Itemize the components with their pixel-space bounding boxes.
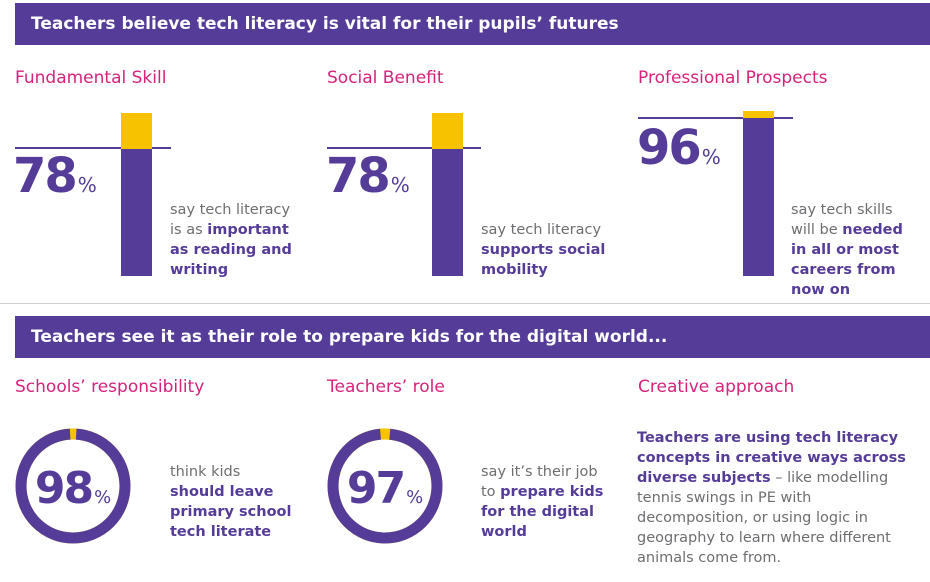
professional-prospects-caption-plain: say tech skills will be: [791, 202, 893, 238]
social-benefit-bar-remainder: [432, 113, 463, 149]
teachers-role-caption-bold: prepare kids for the digital world: [481, 484, 604, 540]
schools-responsibility-title: Schools’ responsibility: [15, 377, 205, 397]
social-benefit-caption-plain: say tech literacy: [481, 222, 602, 238]
schools-responsibility-ring: [15, 428, 131, 544]
professional-prospects-bar-fill: [743, 118, 774, 276]
teachers-role-title: Teachers’ role: [327, 377, 445, 397]
fundamental-skill-bar-fill: [121, 149, 152, 276]
teachers-role-number: 97: [346, 463, 406, 514]
fundamental-skill-title: Fundamental Skill: [15, 68, 167, 88]
professional-prospects-title: Professional Prospects: [638, 68, 828, 88]
teachers-role-ring: [327, 428, 443, 544]
professional-prospects-caption: say tech skills will be needed in all or…: [791, 200, 921, 300]
fundamental-skill-baseline: [15, 147, 171, 149]
bottom-banner: Teachers see it as their role to prepare…: [15, 316, 930, 358]
top-banner: Teachers believe tech literacy is vital …: [15, 3, 930, 45]
schools-responsibility-caption-plain: think kids: [170, 464, 241, 480]
professional-prospects-bar: [743, 111, 774, 276]
professional-prospects-bar-remainder: [743, 111, 774, 118]
fundamental-skill-caption: say tech literacy is as important as rea…: [170, 200, 295, 280]
schools-responsibility-caption-bold: should leave primary school tech literat…: [170, 484, 292, 540]
schools-responsibility-value: 98%: [14, 467, 132, 511]
professional-prospects-unit: %: [701, 145, 721, 169]
fundamental-skill-bar-remainder: [121, 113, 152, 149]
teachers-role-value: 97%: [326, 467, 444, 511]
teachers-role-unit: %: [406, 487, 424, 508]
social-benefit-caption-bold: supports social mobility: [481, 242, 606, 278]
professional-prospects-number: 96: [637, 120, 702, 176]
creative-approach-text: Teachers are using tech literacy concept…: [637, 428, 922, 568]
social-benefit-unit: %: [390, 173, 410, 197]
social-benefit-caption: say tech literacy supports social mobili…: [481, 220, 606, 280]
professional-prospects-value: 96%: [637, 124, 721, 172]
social-benefit-bar-fill: [432, 149, 463, 276]
professional-prospects-baseline: [638, 117, 793, 119]
creative-approach-title: Creative approach: [638, 377, 795, 397]
teachers-role-caption-plain: say it’s their job to: [481, 464, 598, 500]
social-benefit-value: 78%: [326, 152, 410, 200]
section-divider: [0, 303, 930, 304]
teachers-role-caption: say it’s their job to prepare kids for t…: [481, 462, 606, 542]
fundamental-skill-value: 78%: [13, 152, 97, 200]
schools-responsibility-ring-arc: [15, 428, 131, 544]
fundamental-skill-number: 78: [13, 148, 78, 204]
social-benefit-bar: [432, 113, 463, 276]
social-benefit-title: Social Benefit: [327, 68, 444, 88]
professional-prospects-caption-bold: needed in all or most careers from now o…: [791, 222, 903, 298]
social-benefit-number: 78: [326, 148, 391, 204]
fundamental-skill-caption-bold: important as reading and writing: [170, 222, 292, 278]
schools-responsibility-caption: think kids should leave primary school t…: [170, 462, 295, 542]
creative-approach-bold: Teachers are using tech literacy concept…: [637, 430, 906, 486]
fundamental-skill-unit: %: [77, 173, 97, 197]
teachers-role-ring-arc: [327, 428, 443, 544]
schools-responsibility-unit: %: [94, 487, 112, 508]
fundamental-skill-caption-plain: say tech literacy is as: [170, 202, 291, 238]
fundamental-skill-bar: [121, 113, 152, 276]
social-benefit-baseline: [327, 147, 481, 149]
creative-approach-rest: – like modelling tennis swings in PE wit…: [637, 470, 891, 566]
schools-responsibility-number: 98: [34, 463, 94, 514]
